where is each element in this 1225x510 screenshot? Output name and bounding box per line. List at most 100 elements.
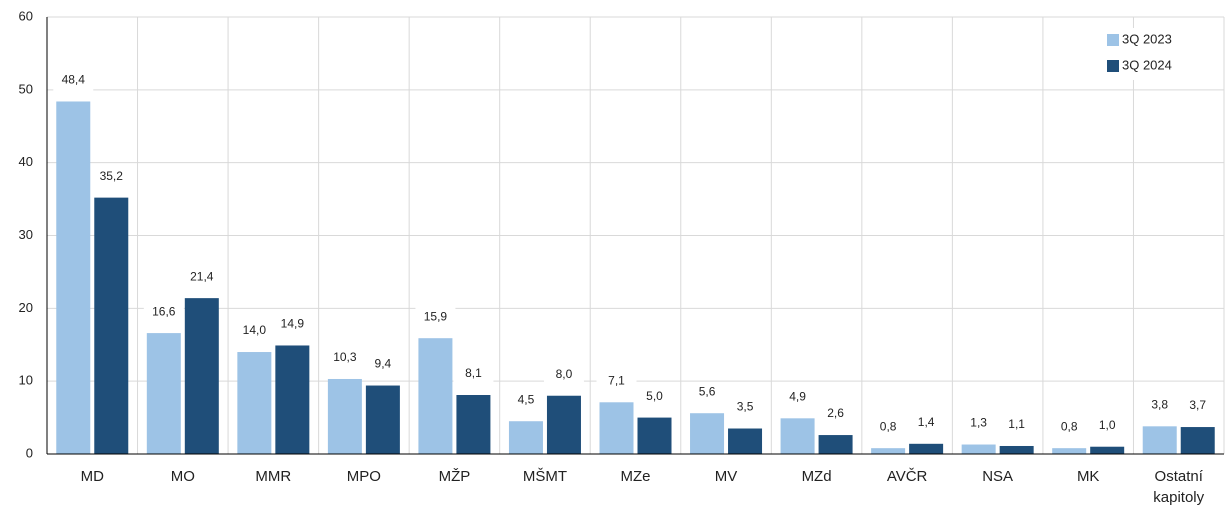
bar [184, 298, 219, 454]
x-tick-label: MPO [346, 468, 381, 485]
value-label-bg [181, 267, 222, 288]
value-label: 3,7 [1189, 398, 1206, 412]
bar [961, 444, 996, 454]
value-label-bg [1049, 417, 1090, 438]
value-label-bg [1177, 396, 1218, 417]
value-label-bg [362, 354, 403, 375]
x-tick-label: MZd [801, 468, 832, 485]
bar [56, 101, 91, 454]
bar [818, 435, 853, 454]
value-label: 14,9 [281, 317, 305, 331]
bar [275, 345, 310, 454]
value-label: 4,9 [789, 389, 806, 403]
bar [94, 197, 129, 455]
value-label: 14,0 [243, 323, 267, 337]
value-label-bg [906, 412, 947, 433]
x-tick-label: MŠMT [522, 468, 568, 485]
value-label: 35,2 [100, 169, 124, 183]
value-label-bg [1139, 395, 1180, 416]
value-label-bg [505, 390, 546, 411]
value-label: 16,6 [152, 304, 176, 318]
bar [365, 385, 400, 454]
legend-label: 3Q 2023 [1122, 31, 1172, 46]
bar [1052, 448, 1087, 454]
value-label-bg [453, 364, 494, 385]
bar [508, 421, 543, 454]
x-tick-label: MMR [255, 468, 292, 485]
bar [1180, 427, 1215, 454]
legend-swatch [1107, 60, 1119, 72]
value-label-bg [868, 417, 909, 438]
bar [780, 418, 815, 454]
value-label: 21,4 [190, 269, 214, 283]
value-label-bg [272, 314, 313, 335]
value-label: 1,4 [918, 415, 935, 429]
value-label-bg [91, 166, 132, 187]
value-label-bg [543, 364, 584, 385]
value-label: 2,6 [827, 406, 844, 420]
y-tick-label: 20 [19, 300, 33, 315]
value-label: 48,4 [62, 73, 86, 87]
x-tick-label: MŽP [438, 468, 471, 485]
bar [418, 338, 453, 454]
value-label-bg [1087, 415, 1128, 436]
value-label: 4,5 [518, 392, 535, 406]
value-label: 0,8 [880, 419, 897, 433]
value-label: 15,9 [424, 309, 448, 323]
x-tick-label: MV [714, 468, 738, 485]
legend-bg [1100, 28, 1222, 80]
value-label: 5,0 [646, 389, 663, 403]
value-label: 0,8 [1061, 419, 1078, 433]
bar [909, 443, 944, 454]
value-label: 1,3 [970, 416, 987, 430]
y-tick-label: 60 [19, 8, 33, 23]
value-label: 1,0 [1099, 418, 1116, 432]
value-label-bg [596, 371, 637, 392]
value-label: 8,1 [465, 366, 482, 380]
x-tick-label: AVČR [886, 468, 928, 485]
value-label-bg [996, 414, 1037, 435]
bar [237, 352, 272, 454]
bar [546, 395, 581, 454]
bar [599, 402, 634, 454]
value-label: 7,1 [608, 373, 625, 387]
x-tick-label: MK [1076, 468, 1100, 485]
value-label: 1,1 [1008, 417, 1025, 431]
value-label-bg [958, 413, 999, 434]
x-tick-label: MO [170, 468, 195, 485]
value-label-bg [324, 347, 365, 368]
y-tick-label: 50 [19, 81, 33, 96]
bar [999, 445, 1034, 454]
value-label-bg [143, 302, 184, 323]
y-tick-label: 40 [19, 154, 33, 169]
bar [456, 395, 491, 454]
y-tick-label: 30 [19, 227, 33, 242]
x-tick-label: NSA [982, 468, 1014, 485]
value-label-bg [415, 307, 456, 328]
bar [1090, 446, 1125, 454]
x-tick-label: Ostatní kapitoly [1153, 468, 1205, 506]
bar [146, 333, 181, 454]
value-label-bg [777, 387, 818, 408]
y-tick-label: 0 [26, 445, 33, 460]
value-label: 3,5 [737, 400, 754, 414]
value-label-bg [815, 404, 856, 425]
value-label-bg [687, 382, 728, 403]
value-label-bg [234, 321, 275, 342]
x-tick-label: MZe [620, 468, 651, 485]
bar [690, 413, 725, 454]
x-tick-label: MD [80, 468, 104, 485]
bar [728, 428, 763, 454]
y-tick-label: 10 [19, 373, 33, 388]
value-label-bg [634, 386, 675, 407]
value-label: 3,8 [1151, 397, 1168, 411]
value-label: 8,0 [556, 367, 573, 381]
value-label: 9,4 [375, 357, 392, 371]
value-label: 10,3 [333, 350, 357, 364]
bar [637, 417, 672, 454]
value-label-bg [725, 397, 766, 418]
bar [871, 448, 906, 454]
legend-label: 3Q 2024 [1122, 57, 1172, 72]
